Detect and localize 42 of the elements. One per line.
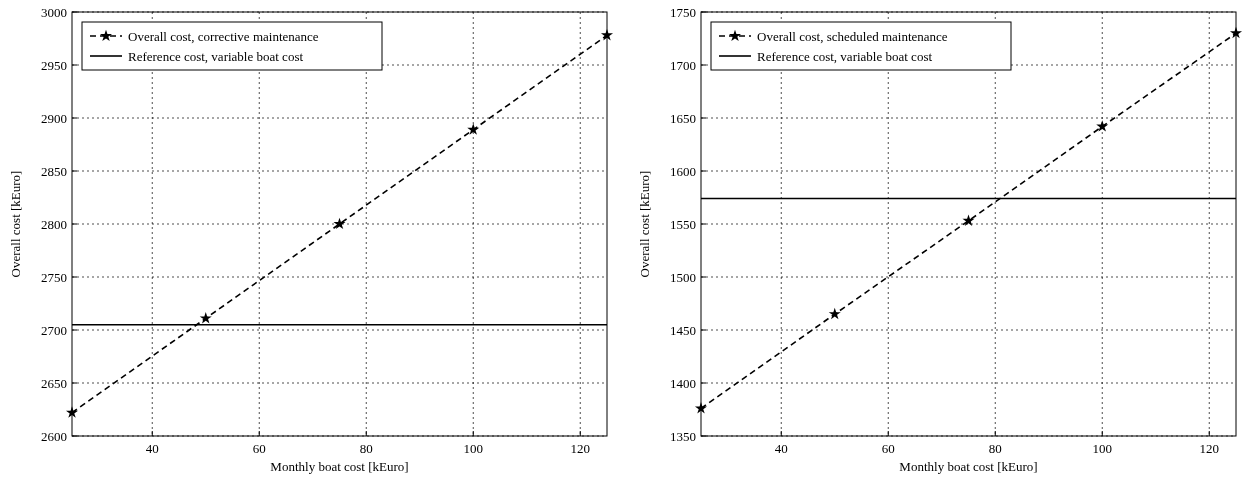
y-tick-label: 1700 xyxy=(670,57,696,73)
x-tick-label: 60 xyxy=(252,441,266,456)
legend-label: Reference cost, variable boat cost xyxy=(757,48,933,64)
y-tick-label: 1500 xyxy=(670,269,696,285)
legend-label: Overall cost, corrective maintenance xyxy=(128,28,319,44)
y-tick-label: 1600 xyxy=(670,163,696,179)
point xyxy=(467,123,480,135)
y-tick-label: 1400 xyxy=(670,375,696,391)
point xyxy=(962,214,975,226)
y-tick-label: 2900 xyxy=(41,110,67,126)
y-tick-label: 2950 xyxy=(41,57,67,73)
y-tick-label: 2600 xyxy=(41,428,67,444)
x-tick-label: 120 xyxy=(570,441,590,456)
x-tick-label: 40 xyxy=(774,441,788,456)
y-axis-title: Overall cost [kEuro] xyxy=(637,170,652,278)
y-tick-label: 2750 xyxy=(41,269,67,285)
y-tick-label: 1650 xyxy=(670,110,696,126)
y-tick-label: 1550 xyxy=(670,216,696,232)
y-tick-label: 2650 xyxy=(41,375,67,391)
point xyxy=(333,217,346,230)
point xyxy=(199,312,212,324)
point xyxy=(1096,120,1109,132)
point xyxy=(828,307,841,320)
y-tick-label: 1450 xyxy=(670,322,696,338)
x-tick-label: 80 xyxy=(359,441,373,456)
x-tick-label: 120 xyxy=(1199,441,1219,456)
legend-label: Reference cost, variable boat cost xyxy=(128,48,304,64)
legend-label: Overall cost, scheduled maintenance xyxy=(757,28,948,44)
y-tick-label: 1350 xyxy=(670,428,696,444)
x-axis-title: Monthly boat cost [kEuro] xyxy=(270,459,409,474)
y-axis-title: Overall cost [kEuro] xyxy=(8,170,23,278)
y-tick-label: 2800 xyxy=(41,216,67,232)
x-tick-label: 100 xyxy=(463,441,483,456)
y-tick-label: 1750 xyxy=(670,4,696,20)
x-axis-title: Monthly boat cost [kEuro] xyxy=(899,459,1038,474)
y-tick-label: 2850 xyxy=(41,163,67,179)
x-tick-label: 40 xyxy=(145,441,159,456)
y-tick-label: 3000 xyxy=(41,4,67,20)
x-tick-label: 80 xyxy=(988,441,1002,456)
x-tick-label: 60 xyxy=(881,441,895,456)
y-tick-label: 2700 xyxy=(41,322,67,338)
x-tick-label: 100 xyxy=(1092,441,1112,456)
